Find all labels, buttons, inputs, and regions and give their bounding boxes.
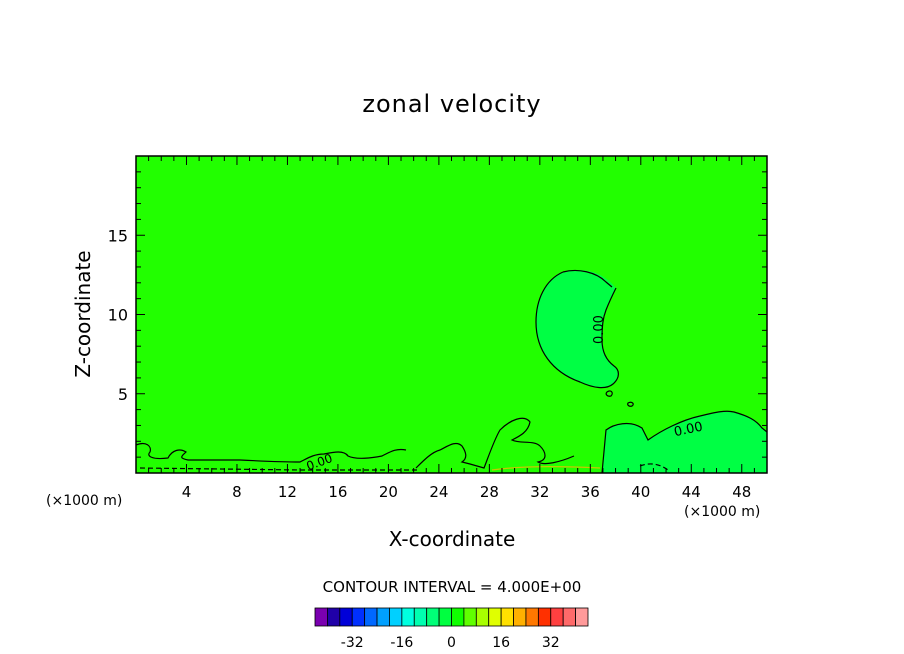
y-axis-label: Z-coordinate (71, 250, 95, 377)
contour-label: 0.00 (592, 315, 607, 344)
contour-bubble (535, 271, 619, 389)
y-tick-label: 15 (108, 226, 128, 245)
colorbar-swatch (513, 607, 527, 627)
x-tick-label: 12 (278, 483, 297, 501)
plot-area: 0.00 0.00 0.00 4 8 12 16 20 24 28 32 36 40 44 48 51… (108, 155, 768, 501)
colorbar-swatch (475, 607, 490, 627)
x-axis-label: X-coordinate (389, 527, 516, 551)
chart-title: zonal velocity (362, 90, 541, 118)
colorbar-swatch (438, 607, 452, 627)
y-tick-label: 5 (118, 385, 128, 404)
colorbar-swatch (562, 607, 576, 627)
x-tick-label: 24 (429, 483, 448, 501)
colorbar-tick-label: 32 (542, 635, 560, 651)
colorbar-swatch (327, 607, 341, 627)
x-tick-label: 32 (530, 483, 549, 501)
contour-small-1 (605, 390, 613, 397)
colorbar-swatch (575, 607, 589, 627)
colorbar-tick-labels: -32 -16 0 16 32 (341, 635, 560, 651)
colorbar-swatch (364, 607, 378, 627)
colorbar-swatch (488, 607, 502, 627)
contour-bubble-top (562, 269, 613, 288)
colorbar-swatch (525, 607, 539, 627)
colorbar-swatch (376, 607, 390, 627)
y-tick-label: 10 (108, 306, 128, 325)
x-tick-label: 36 (581, 483, 600, 501)
colorbar-swatch (537, 607, 552, 627)
field-background (136, 156, 767, 473)
colorbar-swatch (339, 607, 353, 627)
colorbar-swatch (426, 607, 440, 627)
contour-label: 0.00 (673, 419, 704, 440)
x-tick-label: 44 (682, 483, 701, 501)
colorbar-swatch (389, 607, 403, 627)
colorbar-swatch (463, 607, 477, 627)
colorbar-swatch (401, 607, 415, 627)
colorbar-swatch (314, 607, 328, 627)
x-tick-label: 20 (379, 483, 398, 501)
x-tick-label: 16 (328, 483, 347, 501)
colorbar-tick-label: 0 (447, 635, 456, 651)
contour-bottom-yellow (491, 466, 601, 471)
colorbar-swatch (451, 607, 465, 627)
colorbar-tick-label: -32 (341, 635, 364, 651)
positive-bubble-region (536, 270, 619, 388)
colorbar-tick-label: -16 (390, 635, 413, 651)
y-ticks: 5 10 15 (108, 171, 767, 458)
near-surface-right-region (602, 411, 767, 473)
colorbar-swatch (413, 607, 428, 627)
contour-surface-mid (415, 417, 575, 469)
colorbar (314, 607, 589, 627)
x-tick-label: 40 (631, 483, 650, 501)
x-tick-label: 8 (232, 483, 242, 501)
contour-surface-left (135, 442, 407, 463)
colorbar-swatch (351, 607, 366, 627)
contour-surface-right (601, 410, 768, 474)
colorbar-swatch (500, 607, 514, 627)
x-unit-note-right: (×1000 m) (684, 504, 760, 520)
x-tick-label: 48 (732, 483, 751, 501)
x-tick-label: 28 (480, 483, 499, 501)
x-ticks: 4 8 12 16 20 24 28 32 36 40 44 48 (148, 156, 755, 501)
contour-interval-text: CONTOUR INTERVAL = 4.000E+00 (323, 578, 582, 596)
x-tick-label: 4 (182, 483, 192, 501)
x-unit-note-left: (×1000 m) (46, 493, 122, 509)
colorbar-tick-label: 16 (492, 635, 510, 651)
colorbar-swatch (550, 607, 564, 627)
contour-small-2 (627, 401, 634, 407)
